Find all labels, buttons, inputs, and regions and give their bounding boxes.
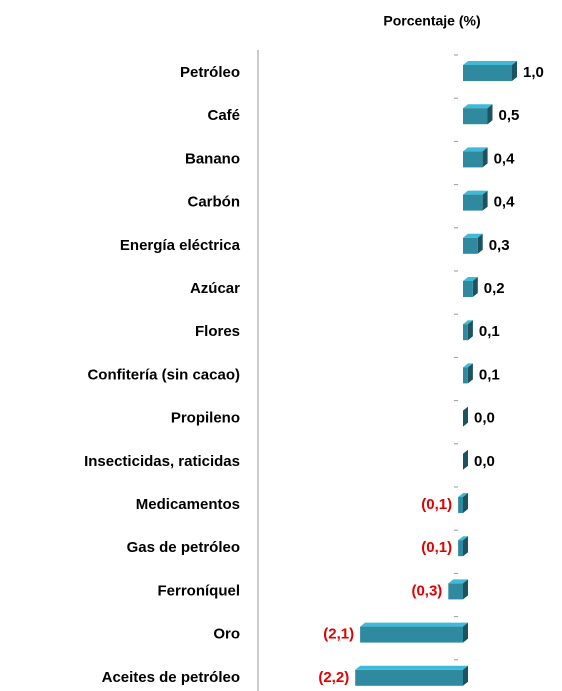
y-tick-label: Banano (185, 150, 240, 167)
bar (463, 449, 468, 470)
value-label: 0,4 (494, 150, 516, 167)
value-label: 0,5 (499, 107, 520, 124)
bar-front (463, 151, 483, 168)
y-tick-label: Insecticidas, raticidas (84, 453, 240, 470)
bar-top (463, 104, 493, 109)
bar-side (463, 536, 468, 557)
y-tick-label: Gas de petróleo (127, 539, 240, 556)
bar-front (463, 108, 488, 125)
value-label: (2,2) (318, 669, 349, 686)
bar-front (463, 324, 468, 341)
bar (463, 406, 468, 427)
y-tick-label: Azúcar (190, 280, 240, 297)
bar-side (463, 493, 468, 513)
bar-front (463, 281, 473, 297)
bar (463, 190, 488, 211)
value-label: 0,2 (484, 280, 505, 297)
value-label: (2,1) (323, 626, 354, 643)
y-tick-label: Confitería (sin cacao) (87, 366, 240, 383)
bar (463, 61, 517, 81)
bar (458, 493, 468, 513)
bar (463, 147, 488, 168)
bar (458, 536, 468, 557)
bar-top (463, 190, 488, 195)
y-tick-label: Flores (195, 323, 240, 340)
bar-front (463, 194, 483, 211)
bar-side (463, 665, 468, 686)
value-label: 0,1 (479, 323, 500, 340)
bar-front (463, 367, 468, 384)
bar-top (360, 622, 468, 627)
value-label: 0,0 (474, 410, 495, 427)
bar-top (463, 147, 488, 152)
bar-side (487, 104, 493, 125)
bar (463, 277, 478, 297)
y-tick-label: Petróleo (180, 64, 240, 81)
value-label: (0,1) (421, 496, 452, 513)
chart-title: Porcentaje (%) (383, 13, 480, 29)
bar-top (463, 233, 483, 238)
bar-side (477, 233, 483, 254)
bar (448, 579, 468, 600)
y-tick-label: Oro (213, 626, 240, 643)
bar-side (463, 449, 468, 470)
bar (360, 622, 468, 643)
bar-side (482, 147, 488, 168)
y-tick-label: Propileno (171, 410, 240, 427)
bar-side (463, 406, 468, 427)
bar-front (463, 237, 478, 254)
value-label: (0,1) (421, 539, 452, 556)
bar (463, 363, 473, 384)
bar-front (355, 669, 463, 686)
bar-top (458, 536, 468, 541)
bar-side (467, 363, 473, 384)
bar (355, 665, 468, 686)
value-label: 1,0 (523, 64, 544, 81)
bar-top (448, 579, 468, 584)
y-tick-label: Carbón (188, 194, 241, 211)
bar-top (355, 665, 468, 670)
value-label: (0,3) (411, 582, 442, 599)
bar-top (463, 277, 478, 281)
y-tick-label: Medicamentos (136, 496, 240, 513)
bar-front (448, 583, 463, 600)
value-label: 0,0 (474, 453, 495, 470)
bar-top (463, 363, 473, 368)
bar-side (463, 579, 468, 600)
bar-side (463, 622, 468, 643)
y-tick-label: Ferroníquel (157, 582, 240, 599)
y-tick-label: Café (207, 107, 240, 124)
bar-front (458, 497, 463, 513)
bar-side (512, 61, 517, 81)
y-tick-label: Energía eléctrica (120, 237, 241, 254)
bar-top (463, 320, 473, 325)
bar (463, 320, 473, 341)
y-tick-label: Aceites de petróleo (102, 669, 240, 686)
bar-side (472, 277, 478, 297)
bar-side (467, 320, 473, 341)
value-label: 0,1 (479, 366, 500, 383)
bar-front (463, 65, 512, 81)
bar (463, 104, 493, 125)
bar (463, 233, 483, 254)
bar-top (458, 493, 468, 497)
bar-front (360, 626, 463, 643)
bar-front (458, 540, 463, 557)
bar-top (463, 61, 517, 65)
bar-side (482, 190, 488, 211)
value-label: 0,4 (494, 194, 516, 211)
value-label: 0,3 (489, 237, 510, 254)
